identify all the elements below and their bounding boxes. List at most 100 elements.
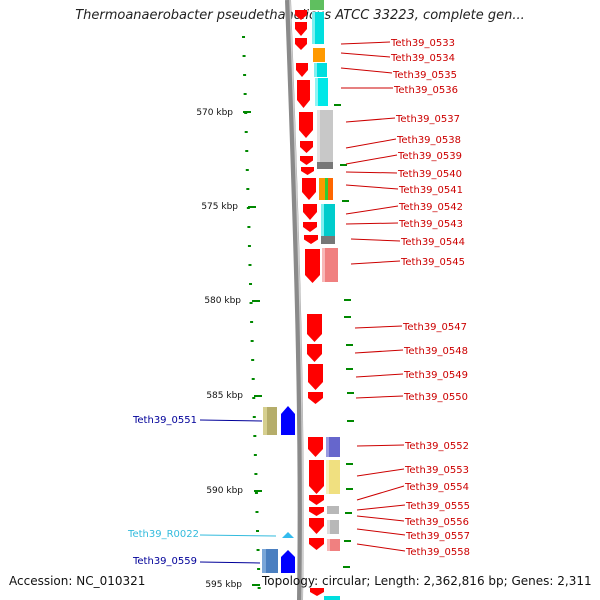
scale-tick: [252, 416, 256, 418]
gene-label-0548[interactable]: Teth39_0548: [403, 346, 468, 357]
feature-block-cyan: [324, 596, 340, 600]
track-dash: [343, 566, 350, 568]
gene-label-0534[interactable]: Teth39_0534: [390, 53, 455, 64]
gene-label-0547[interactable]: Teth39_0547: [402, 322, 467, 333]
feature-block-cyan-shade: [321, 204, 324, 236]
leader-line: [354, 325, 403, 329]
scale-tick: [243, 74, 247, 76]
gene-label-0536[interactable]: Teth39_0536: [393, 85, 458, 96]
gene-label-0551[interactable]: Teth39_0551: [132, 415, 197, 426]
gene-arrow: [295, 22, 307, 36]
gene-label-0554[interactable]: Teth39_0554: [404, 482, 469, 493]
right-gene-labels[interactable]: Teth39_0533 Teth39_0534 Teth39_0535 Teth…: [340, 38, 470, 558]
feature-block-orange-red: [328, 178, 333, 200]
gene-label-0537[interactable]: Teth39_0537: [395, 114, 460, 125]
gene-label-0541[interactable]: Teth39_0541: [398, 185, 463, 196]
track-dash: [346, 488, 353, 490]
scale-tick: [251, 359, 255, 361]
gene-arrow: [309, 495, 324, 505]
scale-label-580: 580 kbp: [204, 296, 241, 306]
leader-line: [345, 171, 398, 174]
feature-block-darkgrey: [321, 236, 335, 244]
scale-tick: [255, 511, 259, 513]
gene-label-0557[interactable]: Teth39_0557: [405, 531, 470, 542]
scale-tick: [245, 169, 249, 171]
gene-label-0535[interactable]: Teth39_0535: [392, 70, 457, 81]
feature-block-salmon: [322, 248, 338, 282]
feature-block-darkgrey: [317, 162, 333, 169]
scale-tick-major: [254, 395, 262, 397]
feature-block-orange: [313, 48, 325, 62]
track-dash: [334, 104, 341, 106]
gene-label-0553[interactable]: Teth39_0553: [404, 465, 469, 476]
gene-label-0552[interactable]: Teth39_0552: [404, 441, 469, 452]
leader-line: [350, 260, 401, 265]
scale-tick: [249, 302, 253, 304]
scale-tick: [247, 226, 251, 228]
scale-tick: [250, 321, 254, 323]
scale-tick: [256, 530, 260, 532]
gene-arrow: [308, 437, 323, 457]
scale-tick: [244, 131, 248, 133]
gene-arrow: [309, 460, 324, 494]
left-feature-track[interactable]: Teth39_0551 Teth39_R0022 Teth39_0559: [127, 406, 295, 573]
gene-arrow: [305, 249, 320, 283]
leader-line: [356, 485, 405, 501]
gene-arrow: [296, 63, 308, 77]
gene-arrow: [308, 392, 323, 404]
rna-arrow-R0022[interactable]: [282, 532, 294, 538]
scale-tick-major: [243, 111, 251, 113]
gene-label-0558[interactable]: Teth39_0558: [405, 547, 470, 558]
gene-arrow-0559[interactable]: [281, 550, 295, 573]
leader-line: [355, 373, 404, 378]
gene-label-0559[interactable]: Teth39_0559: [132, 556, 197, 567]
feature-block-grey: [327, 506, 339, 514]
gene-arrow: [308, 364, 323, 390]
gene-label-0544[interactable]: Teth39_0544: [400, 237, 465, 248]
gene-label-0556[interactable]: Teth39_0556: [404, 517, 469, 528]
gene-label-0542[interactable]: Teth39_0542: [398, 202, 463, 213]
gene-arrow: [310, 588, 324, 596]
gene-label-0545[interactable]: Teth39_0545: [400, 257, 465, 268]
leader-line: [199, 419, 263, 422]
scale-tick: [257, 587, 261, 589]
scale-tick: [245, 150, 249, 152]
leader-line: [345, 205, 399, 215]
scale-tick: [253, 454, 257, 456]
feature-block-cyan-shade: [312, 12, 315, 44]
gene-label-0539[interactable]: Teth39_0539: [397, 151, 462, 162]
gene-label-0538[interactable]: Teth39_0538: [396, 135, 461, 146]
feature-block-cyan-shade: [314, 63, 317, 77]
scale-tick: [256, 549, 260, 551]
track-dash: [346, 344, 353, 346]
gene-arrow: [302, 178, 316, 200]
scale-labels: 570 kbp 575 kbp 580 kbp 585 kbp 590 kbp …: [196, 108, 243, 590]
gene-label-R0022[interactable]: Teth39_R0022: [127, 529, 199, 540]
scale-tick: [251, 378, 255, 380]
gene-arrow-0551[interactable]: [281, 406, 295, 435]
gene-label-0549[interactable]: Teth39_0549: [403, 370, 468, 381]
gene-label-0543[interactable]: Teth39_0543: [398, 219, 463, 230]
feature-block-cyan: [315, 78, 328, 106]
gene-label-0555[interactable]: Teth39_0555: [405, 501, 470, 512]
gene-label-0550[interactable]: Teth39_0550: [403, 392, 468, 403]
leader-line: [340, 67, 393, 74]
track-dash: [347, 420, 354, 422]
leader-line: [356, 444, 405, 447]
track-dash: [342, 200, 349, 202]
scale-tick: [249, 283, 253, 285]
scale-tick: [243, 93, 247, 95]
feature-track[interactable]: [310, 0, 340, 600]
gene-label-0540[interactable]: Teth39_0540: [397, 169, 462, 180]
gene-arrow: [295, 10, 307, 20]
scale-tick: [253, 435, 257, 437]
leader-line: [356, 515, 405, 522]
scale-tick: [248, 264, 252, 266]
topology-info: Topology: circular; Length: 2,362,816 bp…: [262, 574, 592, 588]
scale-tick: [247, 245, 251, 247]
forward-gene-track[interactable]: [295, 10, 324, 596]
gene-label-0533[interactable]: Teth39_0533: [390, 38, 455, 49]
gene-arrow: [299, 112, 313, 138]
scale-label-575: 575 kbp: [201, 202, 238, 212]
